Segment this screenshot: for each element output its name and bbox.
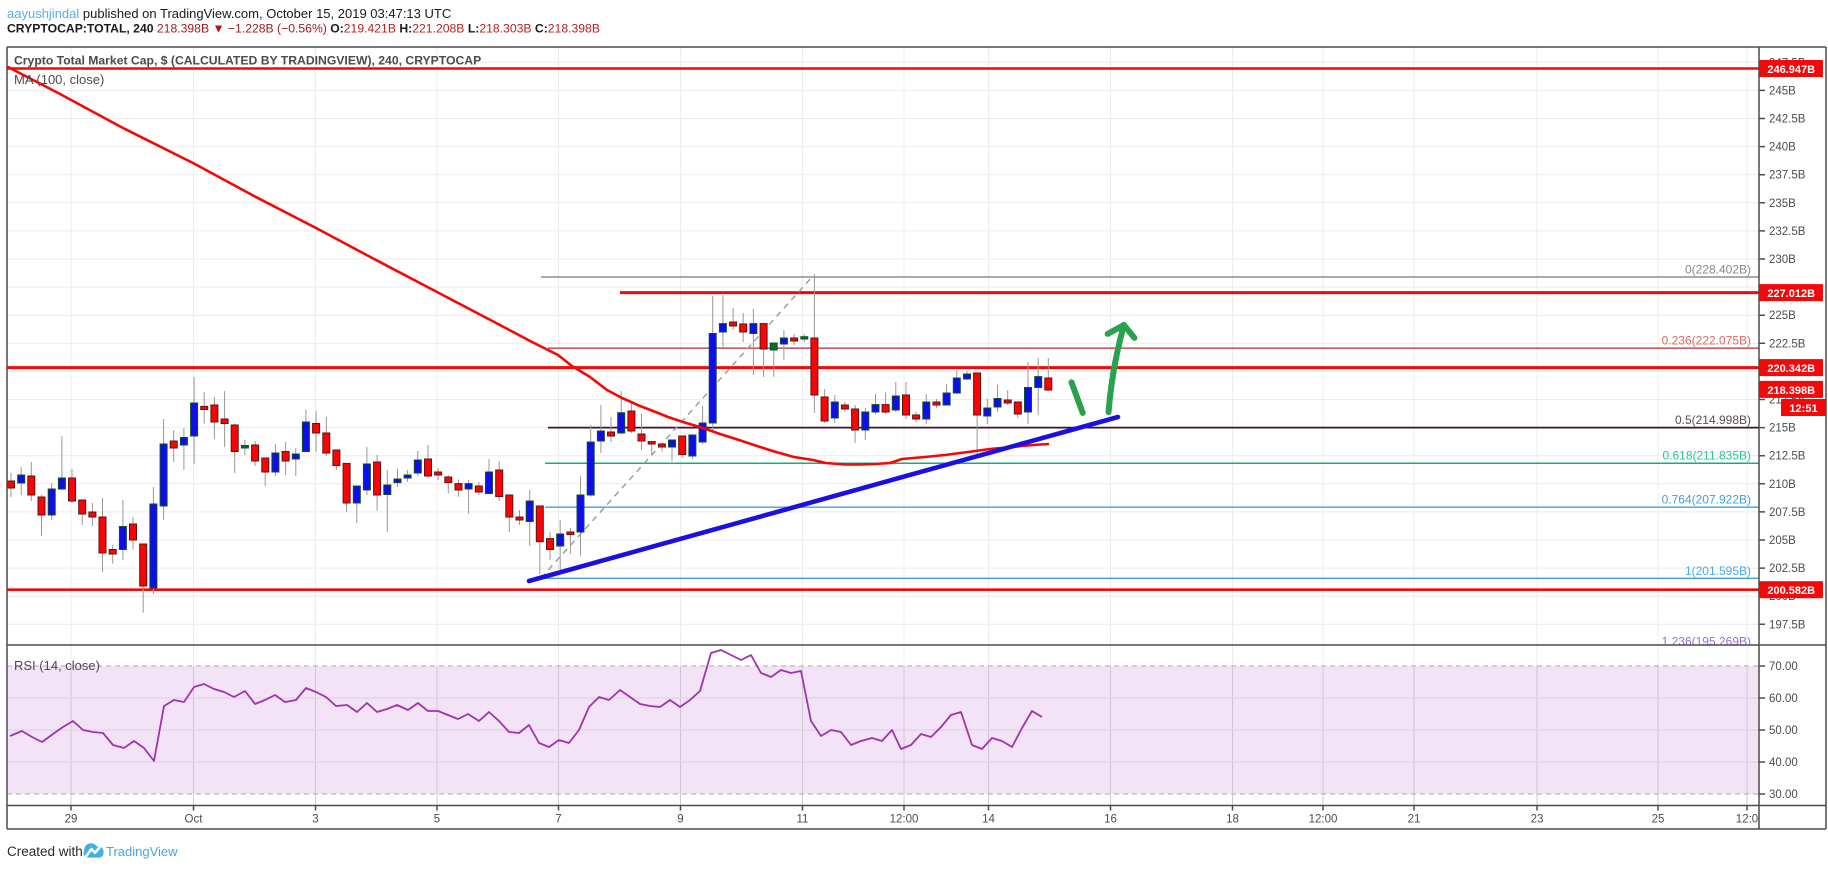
svg-text:0.618(211.835B): 0.618(211.835B) <box>1662 449 1751 463</box>
svg-text:202.5B: 202.5B <box>1769 563 1806 575</box>
svg-text:Created with: Created with <box>7 844 83 859</box>
svg-text:212.5B: 212.5B <box>1769 451 1806 463</box>
svg-text:50.00: 50.00 <box>1769 725 1798 737</box>
svg-text:14: 14 <box>982 814 995 826</box>
svg-text:MA (100, close): MA (100, close) <box>14 72 104 87</box>
svg-text:235B: 235B <box>1769 198 1796 210</box>
svg-text:5: 5 <box>434 814 440 826</box>
svg-text:220.342B: 220.342B <box>1767 363 1815 375</box>
svg-text:12:51: 12:51 <box>1789 403 1817 415</box>
svg-text:0(228.402B): 0(228.402B) <box>1685 263 1751 277</box>
svg-text:245B: 245B <box>1769 85 1796 97</box>
svg-text:222.5B: 222.5B <box>1769 338 1806 350</box>
svg-text:12:0: 12:0 <box>1736 814 1758 826</box>
svg-text:237.5B: 237.5B <box>1769 170 1806 182</box>
svg-text:200.582B: 200.582B <box>1767 585 1815 597</box>
svg-text:218.398B: 218.398B <box>1767 385 1815 397</box>
svg-text:70.00: 70.00 <box>1769 661 1798 673</box>
svg-text:aayushjindal published on Trad: aayushjindal published on TradingView.co… <box>7 6 451 21</box>
svg-text:60.00: 60.00 <box>1769 693 1798 705</box>
svg-text:1.236(195.269B): 1.236(195.269B) <box>1662 635 1751 649</box>
svg-text:205B: 205B <box>1769 535 1796 547</box>
svg-text:21: 21 <box>1408 814 1421 826</box>
svg-text:207.5B: 207.5B <box>1769 507 1806 519</box>
svg-text:240B: 240B <box>1769 142 1796 154</box>
svg-text:12:00: 12:00 <box>890 814 919 826</box>
svg-text:197.5B: 197.5B <box>1769 619 1806 631</box>
svg-text:230B: 230B <box>1769 254 1796 266</box>
svg-text:1(201.595B): 1(201.595B) <box>1685 564 1751 578</box>
svg-text:242.5B: 242.5B <box>1769 114 1806 126</box>
svg-text:246.947B: 246.947B <box>1767 64 1815 76</box>
svg-text:40.00: 40.00 <box>1769 757 1798 769</box>
svg-text:9: 9 <box>677 814 683 826</box>
svg-text:11: 11 <box>797 814 809 826</box>
svg-text:18: 18 <box>1226 814 1239 826</box>
svg-text:0.236(222.075B): 0.236(222.075B) <box>1662 334 1751 348</box>
svg-text:Crypto Total Market Cap, $ (CA: Crypto Total Market Cap, $ (CALCULATED B… <box>14 54 481 68</box>
svg-text:12:00: 12:00 <box>1309 814 1338 826</box>
svg-text:3: 3 <box>312 814 318 826</box>
svg-text:232.5B: 232.5B <box>1769 226 1806 238</box>
svg-text:25: 25 <box>1652 814 1665 826</box>
svg-text:7: 7 <box>555 814 561 826</box>
svg-text:CRYPTOCAP:TOTAL, 240 218.398B: CRYPTOCAP:TOTAL, 240 218.398B ▼ −1.228B … <box>7 22 600 36</box>
svg-text:30.00: 30.00 <box>1769 789 1798 801</box>
svg-text:0.764(207.922B): 0.764(207.922B) <box>1662 493 1751 507</box>
svg-text:29: 29 <box>65 814 78 826</box>
svg-text:23: 23 <box>1531 814 1544 826</box>
svg-text:225B: 225B <box>1769 310 1796 322</box>
svg-text:215B: 215B <box>1769 423 1796 435</box>
svg-text:RSI (14, close): RSI (14, close) <box>14 658 100 673</box>
svg-text:Oct: Oct <box>185 814 204 826</box>
svg-text:16: 16 <box>1104 814 1117 826</box>
svg-text:0.5(214.998B): 0.5(214.998B) <box>1675 413 1751 427</box>
svg-text:TradingView: TradingView <box>106 844 178 859</box>
svg-text:227.012B: 227.012B <box>1767 288 1815 300</box>
svg-text:210B: 210B <box>1769 479 1796 491</box>
